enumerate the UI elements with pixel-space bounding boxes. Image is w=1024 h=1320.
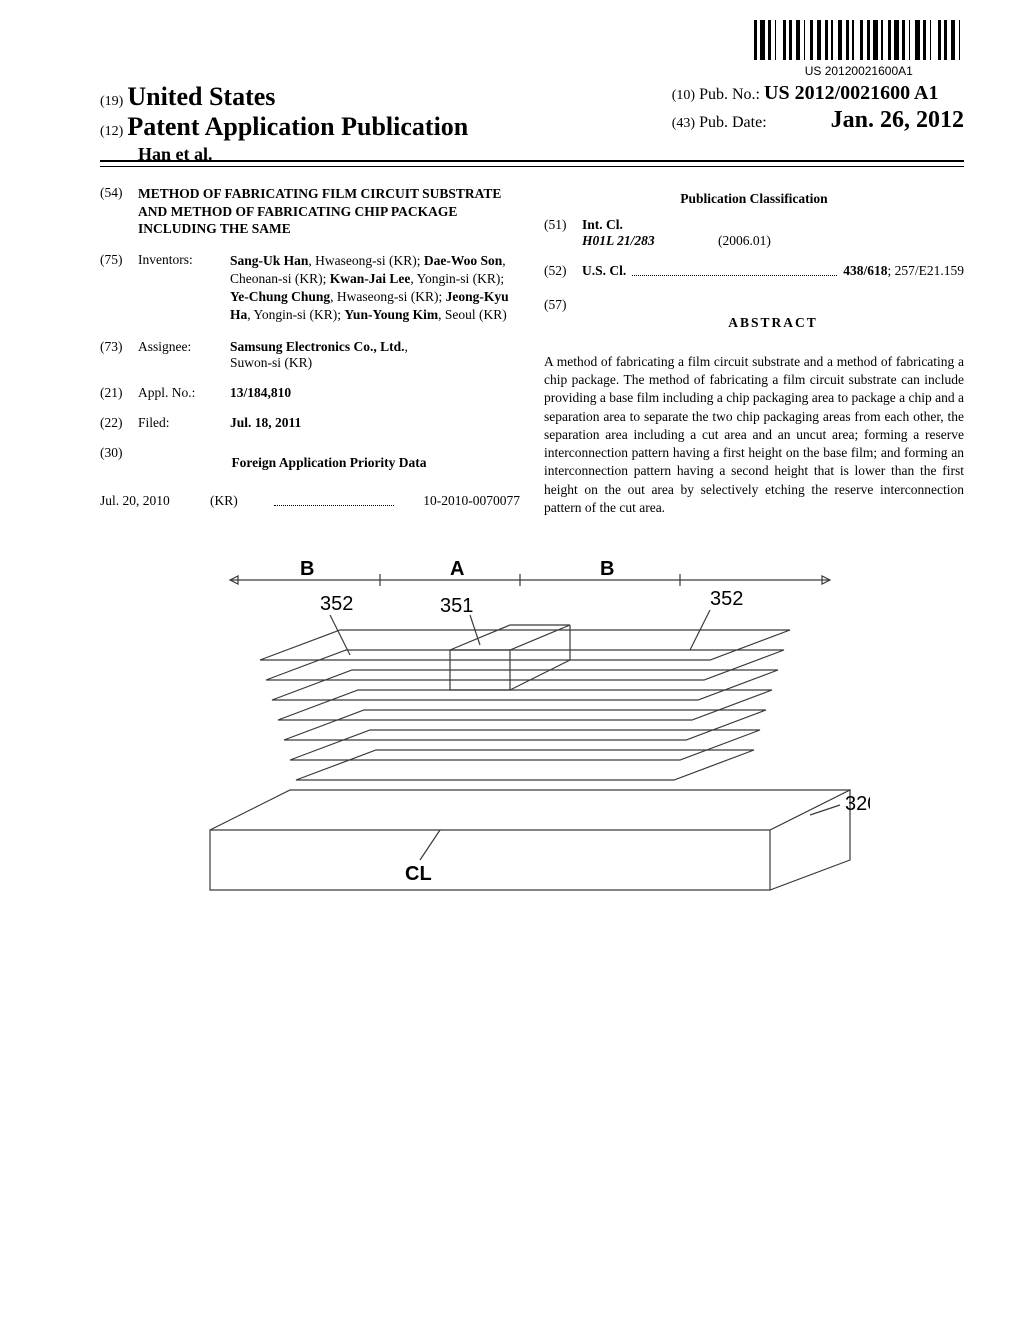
header-right: (10) Pub. No.: US 2012/0021600 A1 (43) P… [672, 82, 964, 134]
publication-title: Patent Application Publication [127, 112, 468, 141]
filed-value: Jul. 18, 2011 [230, 415, 520, 431]
abstract-body: A method of fabricating a film circuit s… [544, 353, 964, 517]
tag-57: (57) [544, 297, 582, 339]
svg-text:B: B [600, 560, 614, 580]
biblio-left-column: (54) METHOD OF FABRICATING FILM CIRCUIT … [100, 185, 520, 517]
tag-22: (22) [100, 415, 138, 431]
pub-no-label: Pub. No.: [699, 86, 760, 103]
svg-text:A: A [450, 560, 464, 580]
tag-54: (54) [100, 185, 138, 238]
abstract-head: ABSTRACT [582, 315, 964, 331]
inventors-value: Sang-Uk Han, Hwaseong-si (KR); Dae-Woo S… [230, 252, 520, 325]
dot-leader [274, 493, 394, 506]
tag-21: (21) [100, 385, 138, 401]
assignee-name: Samsung Electronics Co., Ltd. [230, 339, 405, 354]
inventors-label: Inventors: [138, 252, 230, 325]
tag-52: (52) [544, 263, 582, 279]
svg-text:B: B [300, 560, 314, 580]
prefix-43: (43) [672, 116, 695, 131]
intcl-code: H01L 21/283 [582, 233, 655, 248]
country: United States [127, 82, 275, 111]
svg-text:352: 352 [320, 593, 353, 615]
svg-text:320: 320 [845, 793, 870, 815]
biblio-block: (54) METHOD OF FABRICATING FILM CIRCUIT … [100, 185, 964, 517]
foreign-date: Jul. 20, 2010 [100, 493, 210, 509]
patent-figure: B A B 352 352 351 320 CL [150, 560, 870, 900]
applno-value: 13/184,810 [230, 385, 520, 401]
prefix-19: (19) [100, 94, 123, 109]
svg-text:351: 351 [440, 595, 473, 617]
rule-thin [100, 166, 964, 167]
svg-text:CL: CL [405, 863, 432, 885]
svg-text:352: 352 [710, 588, 743, 610]
barcode-text: US 20120021600A1 [754, 64, 965, 78]
foreign-country: (KR) [210, 493, 270, 509]
pub-date-value: Jan. 26, 2012 [831, 107, 964, 133]
tag-51: (51) [544, 217, 582, 249]
uscl-line: U.S. Cl. 438/618; 257/E21.159 [582, 263, 964, 279]
figure-svg: B A B 352 352 351 320 CL [150, 560, 870, 900]
intcl-block: Int. Cl. H01L 21/283 (2006.01) [582, 217, 964, 249]
tag-30: (30) [100, 445, 138, 479]
pub-no-value: US 2012/0021600 A1 [764, 82, 938, 104]
document-header: (19) United States (12) Patent Applicati… [100, 82, 964, 165]
pub-date-label: Pub. Date: [699, 114, 767, 131]
uscl-value: 438/618; 257/E21.159 [843, 263, 964, 279]
foreign-priority-row: Jul. 20, 2010 (KR) 10-2010-0070077 [100, 493, 520, 509]
invention-title: METHOD OF FABRICATING FILM CIRCUIT SUBST… [138, 185, 520, 238]
classification-head: Publication Classification [544, 191, 964, 207]
applno-label: Appl. No.: [138, 385, 230, 401]
intcl-year: (2006.01) [718, 233, 771, 248]
foreign-priority-head: Foreign Application Priority Data [138, 455, 520, 471]
uscl-label: U.S. Cl. [582, 263, 626, 279]
assignee-label: Assignee: [138, 339, 230, 371]
barcode-block: US 20120021600A1 [754, 20, 965, 78]
barcode [754, 20, 965, 60]
prefix-12: (12) [100, 124, 123, 139]
rule-thick [100, 160, 964, 162]
dot-leader [632, 275, 837, 276]
assignee-location: Suwon-si (KR) [230, 355, 312, 370]
tag-73: (73) [100, 339, 138, 371]
biblio-right-column: Publication Classification (51) Int. Cl.… [544, 185, 964, 517]
intcl-label: Int. Cl. [582, 217, 623, 232]
prefix-10: (10) [672, 88, 695, 103]
assignee-value: Samsung Electronics Co., Ltd., Suwon-si … [230, 339, 520, 371]
header-left: (19) United States (12) Patent Applicati… [100, 82, 468, 165]
filed-label: Filed: [138, 415, 230, 431]
foreign-number: 10-2010-0070077 [398, 493, 520, 509]
tag-75: (75) [100, 252, 138, 325]
